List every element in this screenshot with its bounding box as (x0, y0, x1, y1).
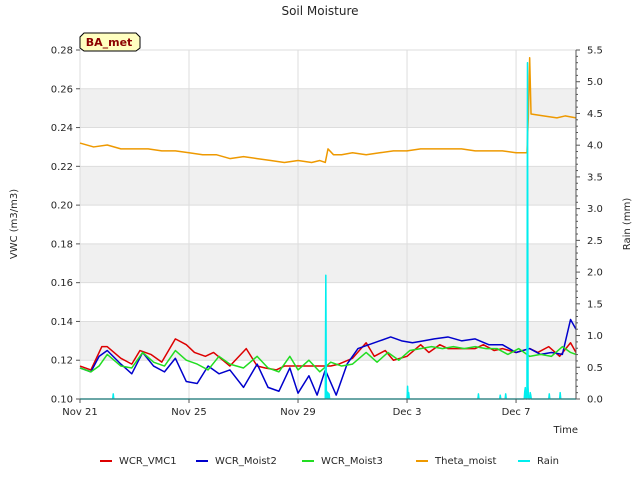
y-tick-label: 0.28 (51, 46, 73, 57)
y2-tick-label: 1.5 (587, 299, 603, 310)
plot-band (80, 166, 576, 206)
y-tick-label: 0.18 (51, 239, 73, 250)
badge-box (79, 32, 141, 52)
data-series (79, 57, 577, 400)
legend-label-rain: Rain (537, 456, 559, 467)
series-line-rain (80, 61, 576, 400)
badge-label: BA_met (86, 36, 133, 49)
x-tick-label: Dec 7 (502, 407, 531, 418)
y-tick-label: 0.10 (51, 395, 73, 406)
y2-tick-label: 4.5 (587, 109, 603, 120)
y2-tick-label: 1.0 (587, 331, 603, 342)
chart-title: Soil Moisture (281, 4, 358, 18)
legend-label-wcr-vmc1: WCR_VMC1 (119, 456, 177, 467)
grid-lines (79, 49, 576, 400)
y-tick-label: 0.22 (51, 162, 73, 173)
y2-tick-label: 0.5 (587, 363, 603, 374)
plot-band (80, 243, 576, 283)
y2-tick-label: 0.0 (587, 395, 603, 406)
y2-tick-label: 5.5 (587, 46, 603, 57)
y-tick-label: 0.24 (51, 123, 73, 134)
y2-tick-label: 3.0 (587, 204, 603, 215)
y-tick-label: 0.12 (51, 356, 73, 367)
plot-band (80, 321, 576, 361)
x-tick-label: Dec 3 (393, 407, 422, 418)
legend: WCR_VMC1 WCR_Moist2 WCR_Moist3 Theta_moist R… (100, 456, 559, 467)
legend-label-wcr-moist3: WCR_Moist3 (321, 456, 383, 467)
y2-tick-label: 4.0 (587, 141, 603, 152)
y2-tick-label: 2.5 (587, 236, 603, 247)
legend-label-theta-moist: Theta_moist (434, 456, 496, 467)
y-axis-title: VWC (m3/m3) (9, 189, 20, 259)
y-tick-label: 0.26 (51, 84, 73, 95)
y2-axis-title: Rain (mm) (622, 198, 633, 251)
series-line-wcr-moist2 (79, 318, 577, 396)
series-line-theta-moist (79, 57, 577, 164)
x-tick-label: Nov 21 (62, 407, 97, 418)
series-line-wcr-moist3 (79, 345, 577, 373)
axes: 0.10 0.12 0.14 0.16 0.18 0.20 0.22 0.24 0.26 0.28… (51, 46, 603, 419)
y-tick-label: 0.16 (51, 278, 73, 289)
legend-label-wcr-moist2: WCR_Moist2 (215, 456, 277, 467)
x-tick-label: Nov 25 (171, 407, 206, 418)
y2-tick-label: 5.0 (587, 77, 603, 88)
y-tick-label: 0.14 (51, 317, 73, 328)
x-tick-label: Nov 29 (280, 407, 315, 418)
x-axis-title: Time (553, 425, 578, 436)
station-badge: BA_met (79, 32, 141, 52)
plot-band (80, 88, 576, 128)
y-tick-label: 0.20 (51, 201, 73, 212)
y2-tick-label: 3.5 (587, 172, 603, 183)
y2-tick-label: 2.0 (587, 268, 603, 279)
plot-bands (80, 88, 576, 361)
